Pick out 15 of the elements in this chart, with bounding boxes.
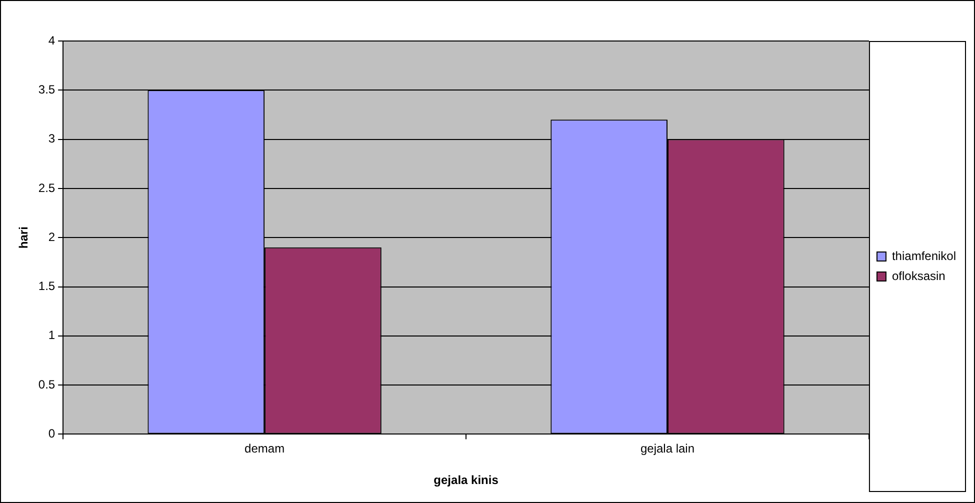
y-tick-label: 0.5 [38,377,56,392]
y-tick-label: 4 [48,33,56,48]
x-tick-label: gejala lain [640,442,695,456]
y-tick-label: 1 [48,328,56,342]
y-tick-label: 0 [48,426,56,441]
y-tick-label: 1.5 [38,279,56,294]
y-axis-title: hari [16,226,31,249]
y-tick-label: 2.5 [38,180,56,195]
y-tick-label: 3 [48,132,56,146]
y-tick-label: 2 [48,230,56,244]
legend-label: thiamfenikol [892,248,956,263]
legend-label: ofloksasin [892,268,946,283]
y-tick-label: 3.5 [38,82,56,96]
x-tick-label: demam [244,442,285,456]
x-axis-title: gejala kinis [434,473,499,488]
